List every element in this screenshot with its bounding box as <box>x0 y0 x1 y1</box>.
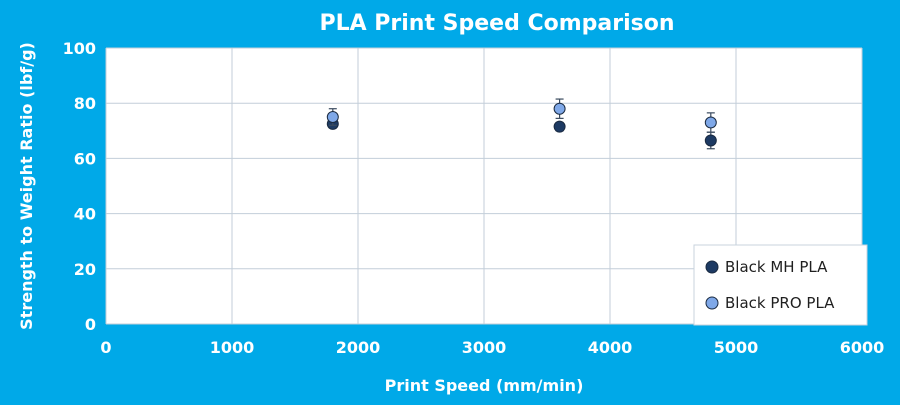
legend-box <box>693 244 868 326</box>
marker-black-pro-pla <box>704 116 717 129</box>
y-tick-label: 40 <box>74 205 96 224</box>
x-tick-label: 3000 <box>462 338 507 357</box>
marker-black-mh-pla <box>704 134 717 147</box>
data-points <box>326 98 717 150</box>
point-black-pro-pla-2 <box>704 112 717 133</box>
y-axis-ticks: 0 20 40 60 80 100 <box>63 39 96 334</box>
marker-black-pro-pla <box>553 102 566 115</box>
x-axis-ticks: 0 1000 2000 3000 4000 5000 6000 <box>100 338 884 357</box>
y-tick-label: 80 <box>74 94 96 113</box>
legend-marker-black-mh-pla <box>705 260 719 274</box>
x-axis-title: Print Speed (mm/min) <box>385 376 584 395</box>
chart-title: PLA Print Speed Comparison <box>319 11 674 36</box>
legend-label-black-pro-pla: Black PRO PLA <box>725 294 835 312</box>
y-tick-label: 60 <box>74 149 96 168</box>
y-tick-label: 0 <box>85 315 96 334</box>
legend-marker-black-pro-pla <box>705 296 719 310</box>
y-tick-label: 100 <box>63 39 96 58</box>
x-tick-label: 4000 <box>588 338 633 357</box>
point-black-pro-pla-1 <box>553 98 566 119</box>
x-tick-label: 1000 <box>210 338 255 357</box>
x-tick-label: 0 <box>100 338 111 357</box>
grid-lines <box>105 47 863 325</box>
point-black-mh-pla-1 <box>553 120 566 133</box>
y-tick-label: 20 <box>74 260 96 279</box>
legend-label-black-mh-pla: Black MH PLA <box>725 258 828 276</box>
x-tick-label: 6000 <box>840 338 885 357</box>
x-tick-label: 2000 <box>336 338 381 357</box>
point-black-pro-pla-0 <box>326 108 339 126</box>
legend: Black MH PLA Black PRO PLA <box>693 244 868 326</box>
marker-black-pro-pla <box>326 111 339 123</box>
x-tick-label: 5000 <box>714 338 759 357</box>
y-axis-title: Strength to Weight Ratio (lbf/g) <box>17 42 36 330</box>
marker-black-mh-pla <box>553 120 566 133</box>
